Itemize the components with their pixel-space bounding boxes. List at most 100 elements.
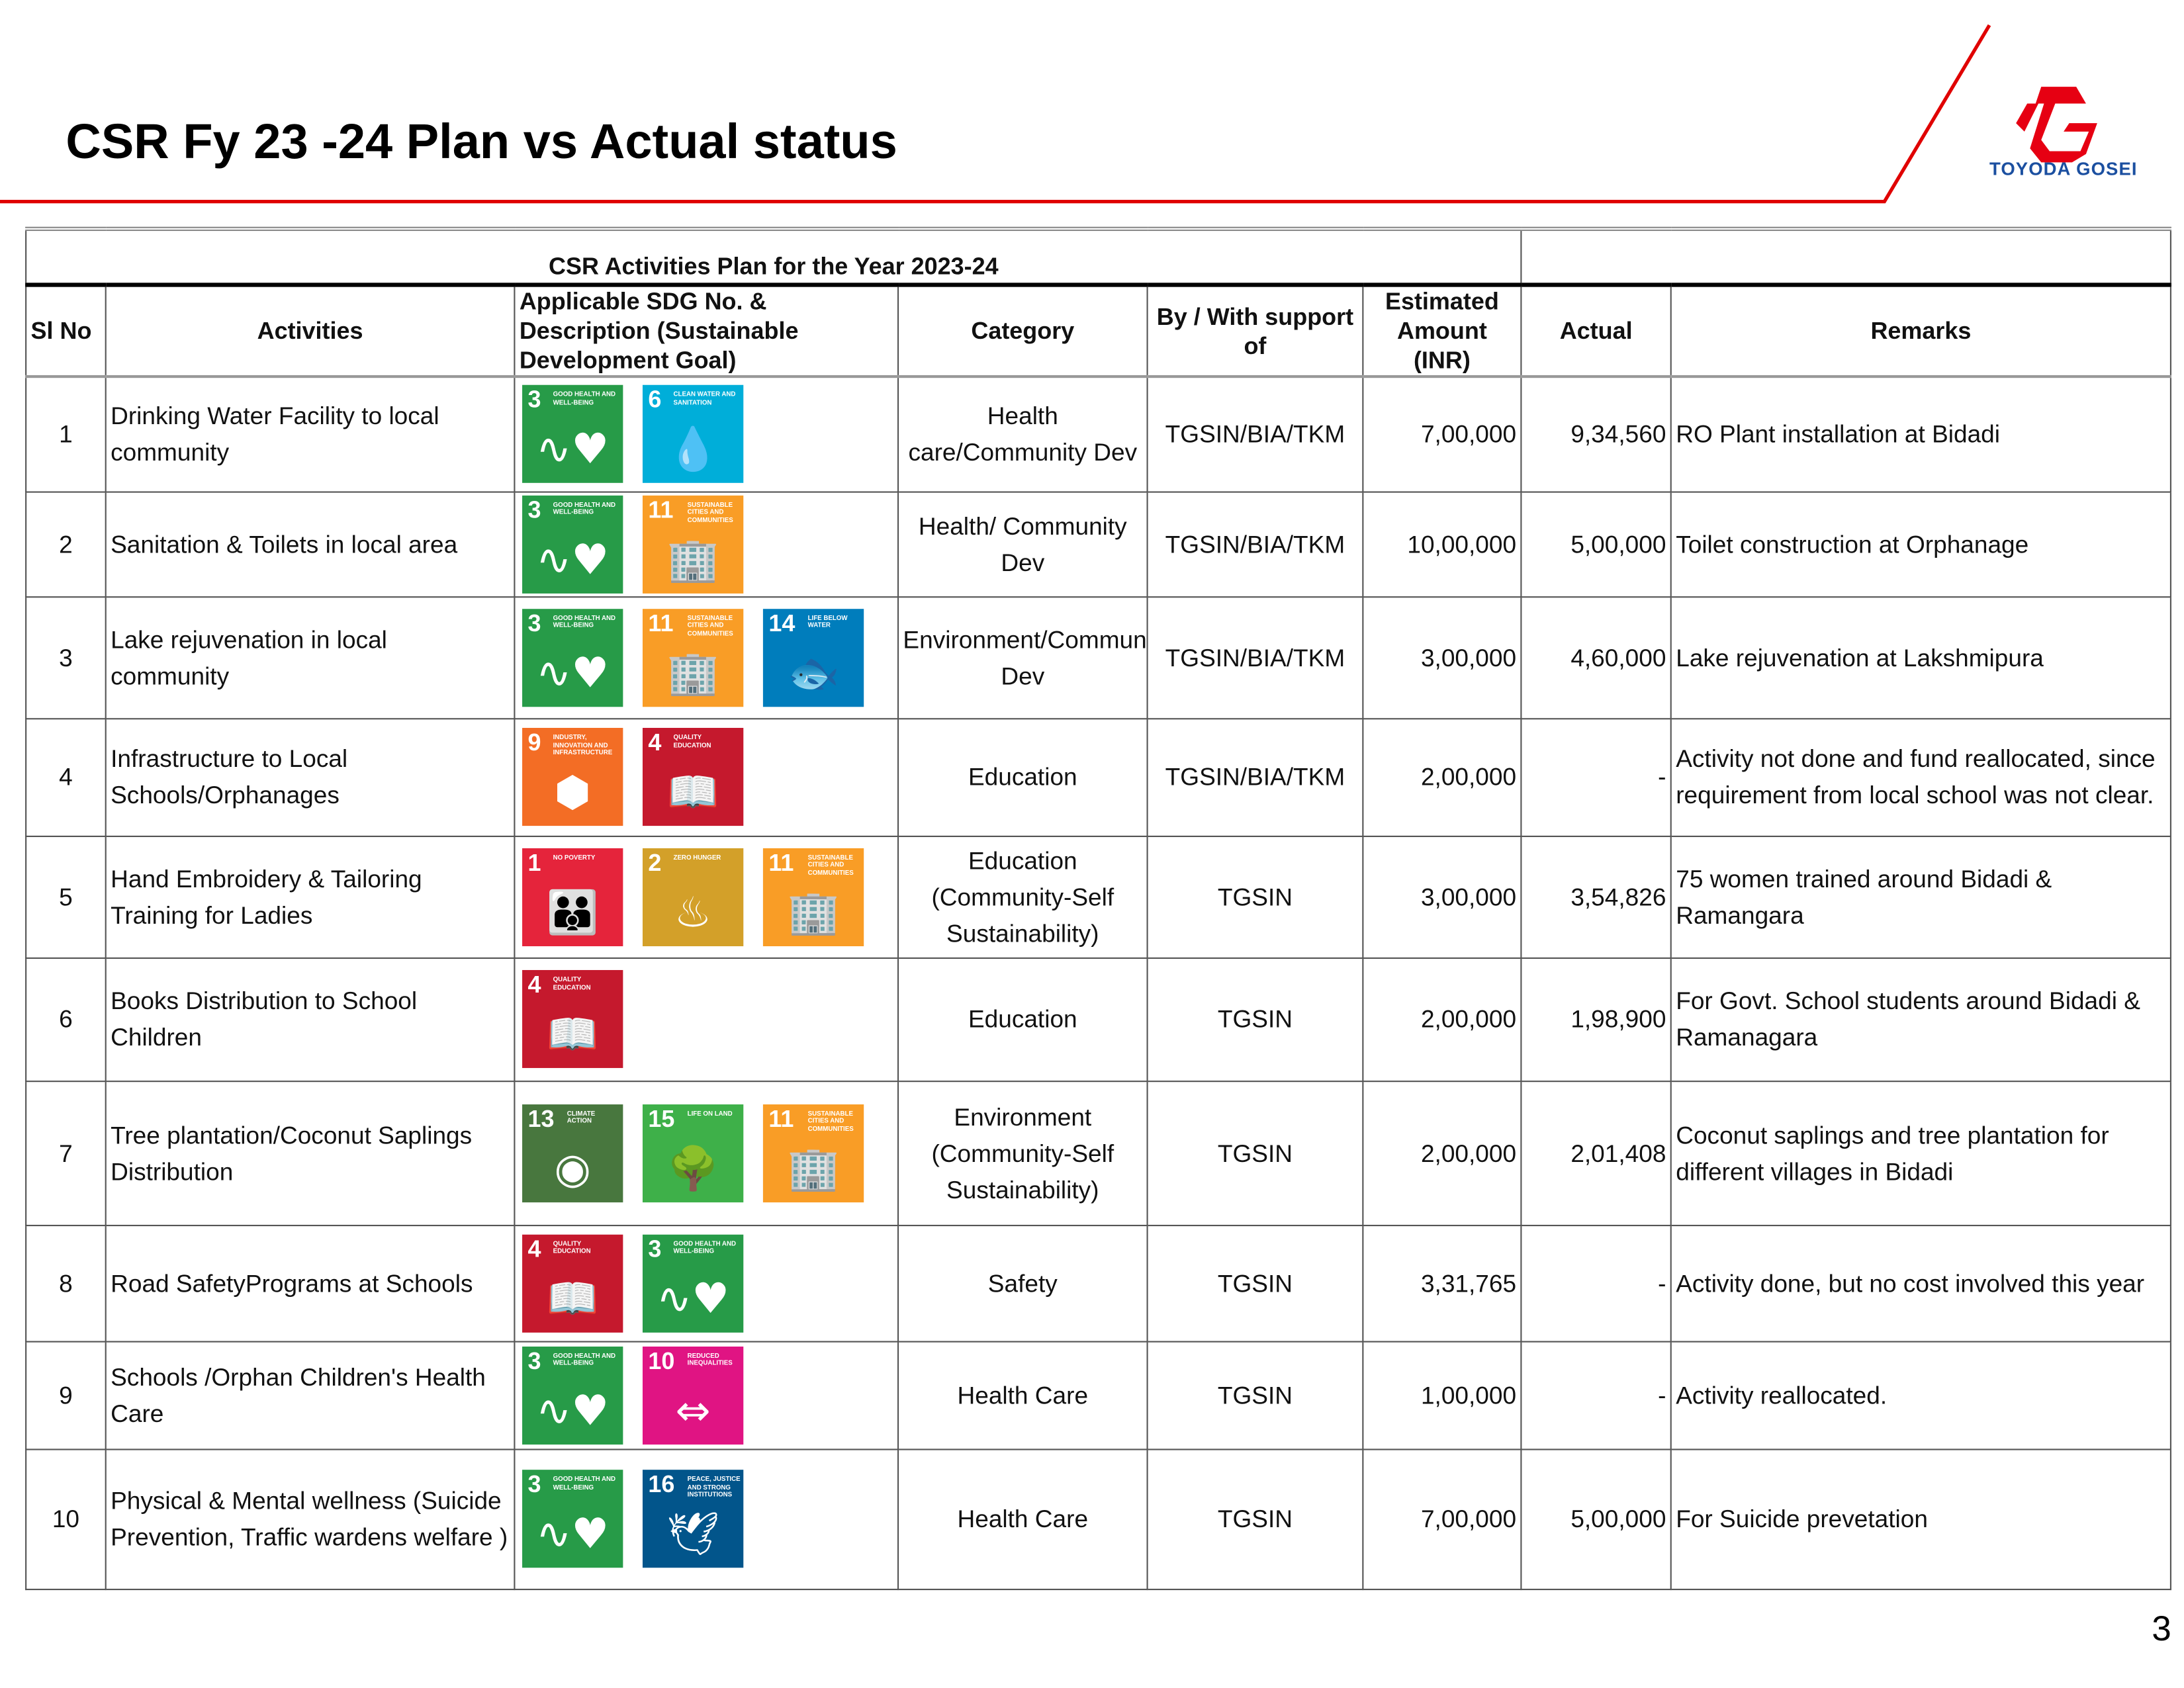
activity-cell: Sanitation & Toilets in local area [105,490,516,598]
col-header-activities: Activities [105,283,516,378]
sdg-icons: 3 Good Health and Well-Being ∿♥ 6 Clean Wate… [520,385,893,484]
remarks-cell: For Govt. School students around Bidadi … [1670,956,2172,1082]
sdg-15-tree-icon: 15 Life on Land 🌳 [642,1103,744,1202]
col-header-sl-no: Sl No [25,283,107,378]
sdg-icons: 13 Climate Action ◉ 15 Life on Land 🌳 11 Sustai… [520,1103,893,1202]
remarks-cell: Toilet construction at Orphanage [1670,490,2172,598]
red-divider-line [0,24,1991,204]
table-row: 9 Schools /Orphan Children's Health Care 3… [25,1340,2172,1450]
col-header-category: Category [897,283,1148,378]
category-cell: Education (Community-Self Sustainability… [897,834,1148,958]
sdg-9-cubes-icon: 9 Industry, Innovation and Infrastructure… [522,728,623,826]
actual-cell: - [1520,1340,1672,1450]
by-with-cell: TGSIN/BIA/TKM [1146,596,1364,719]
sl-no-cell: 1 [25,375,107,492]
remarks-cell: Lake rejuvenation at Lakshmipura [1670,596,2172,719]
sdg-11-buildings-icon: 11 Sustainable Cities and Communities 🏢 [642,494,744,593]
sdg-3-heartbeat-icon: 3 Good Health and Well-Being ∿♥ [642,1233,744,1332]
sdg-2-bowl-icon: 2 Zero Hunger ♨ [642,847,744,946]
csr-plan-table: CSR Activities Plan for the Year 2023-24… [25,226,2172,1590]
toyoda-gosei-logo-icon [2016,87,2097,163]
category-cell: Health care/Community Dev [897,375,1148,492]
header-decoration [0,24,1991,204]
logo-text: TOYODA GOSEI [1989,158,2138,179]
sdg-6-water-glass-icon: 6 Clean Water and Sanitation 💧 [642,385,744,484]
by-with-cell: TGSIN/BIA/TKM [1146,490,1364,598]
estimated-amount-cell: 2,00,000 [1362,717,1522,836]
sdg-cell: 3 Good Health and Well-Being ∿♥ 10 Reduced I… [514,1340,899,1450]
actual-cell: 1,98,900 [1520,956,1672,1082]
sdg-11-buildings-icon: 11 Sustainable Cities and Communities 🏢 [642,608,744,707]
remarks-cell: Activity not done and fund reallocated, … [1670,717,2172,836]
table-row: 6 Books Distribution to School Children 4 Q… [25,956,2172,1082]
category-cell: Education [897,956,1148,1082]
table-row: 10 Physical & Mental wellness (Suicide Pr… [25,1448,2172,1590]
remarks-cell: Coconut saplings and tree plantation for… [1670,1080,2172,1226]
sl-no-cell: 9 [25,1340,107,1450]
activity-cell: Drinking Water Facility to local communi… [105,375,516,492]
activity-cell: Tree plantation/Coconut Saplings Distrib… [105,1080,516,1226]
sdg-cell: 1 No Poverty 👪 2 Zero Hunger ♨ 11 Sustainable C… [514,834,899,958]
empty-caption-cell [1520,226,2172,286]
sl-no-cell: 5 [25,834,107,958]
sdg-cell: 3 Good Health and Well-Being ∿♥ 16 Peace, Ju… [514,1448,899,1590]
sdg-cell: 4 Quality Education 📖 3 Good Health and Well… [514,1223,899,1342]
actual-cell: 4,60,000 [1520,596,1672,719]
sdg-13-eye-globe-icon: 13 Climate Action ◉ [522,1103,623,1202]
sdg-cell: 9 Industry, Innovation and Infrastructure… [514,717,899,836]
category-cell: Health/ Community Dev [897,490,1148,598]
by-with-cell: TGSIN [1146,1223,1364,1342]
remarks-cell: Activity reallocated. [1670,1340,2172,1450]
actual-cell: 9,34,560 [1520,375,1672,492]
category-cell: Health Care [897,1448,1148,1590]
table-row: 8 Road SafetyPrograms at Schools 4 Quality … [25,1223,2172,1342]
estimated-amount-cell: 7,00,000 [1362,375,1522,492]
by-with-cell: TGSIN [1146,956,1364,1082]
sdg-cell: 3 Good Health and Well-Being ∿♥ 6 Clean Wate… [514,375,899,492]
table-row: 5 Hand Embroidery & Tailoring Training fo… [25,834,2172,958]
actual-cell: 2,01,408 [1520,1080,1672,1226]
activity-cell: Physical & Mental wellness (Suicide Prev… [105,1448,516,1590]
estimated-amount-cell: 3,31,765 [1362,1223,1522,1342]
sdg-3-heartbeat-icon: 3 Good Health and Well-Being ∿♥ [522,1345,623,1444]
table-row: 2 Sanitation & Toilets in local area 3 Good… [25,490,2172,598]
col-header-sdg: Applicable SDG No. & Description (Sustai… [514,283,899,378]
col-header-actual: Actual [1520,283,1672,378]
actual-cell: 5,00,000 [1520,490,1672,598]
col-header-by-with: By / With support of [1146,283,1364,378]
sdg-16-dove-gavel-icon: 16 Peace, Justice and Strong Institutions… [642,1470,744,1568]
sl-no-cell: 4 [25,717,107,836]
sdg-3-heartbeat-icon: 3 Good Health and Well-Being ∿♥ [522,494,623,593]
activity-cell: Schools /Orphan Children's Health Care [105,1340,516,1450]
by-with-cell: TGSIN [1146,1080,1364,1226]
category-cell: Environment/Community Dev [897,596,1148,719]
sdg-4-book-icon: 4 Quality Education 📖 [522,969,623,1069]
activity-cell: Road SafetyPrograms at Schools [105,1223,516,1342]
remarks-cell: Activity done, but no cost involved this… [1670,1223,2172,1342]
sdg-cell: 3 Good Health and Well-Being ∿♥ 11 Sustainab… [514,596,899,719]
sdg-cell: 4 Quality Education 📖 [514,956,899,1082]
sdg-icons: 4 Quality Education 📖 3 Good Health and Well… [520,1233,893,1332]
sdg-icons: 4 Quality Education 📖 [520,969,893,1069]
activity-cell: Lake rejuvenation in local community [105,596,516,719]
sdg-1-people-icon: 1 No Poverty 👪 [522,847,623,946]
sdg-14-fish-icon: 14 Life Below Water 🐟 [762,608,864,707]
sdg-icons: 9 Industry, Innovation and Infrastructure… [520,728,893,826]
activity-cell: Hand Embroidery & Tailoring Training for… [105,834,516,958]
by-with-cell: TGSIN [1146,834,1364,958]
by-with-cell: TGSIN [1146,1448,1364,1590]
sdg-icons: 3 Good Health and Well-Being ∿♥ 10 Reduced I… [520,1345,893,1444]
sdg-3-heartbeat-icon: 3 Good Health and Well-Being ∿♥ [522,608,623,707]
sdg-cell: 13 Climate Action ◉ 15 Life on Land 🌳 11 Sustai… [514,1080,899,1226]
sdg-icons: 3 Good Health and Well-Being ∿♥ 11 Sustainab… [520,608,893,707]
sdg-icons: 3 Good Health and Well-Being ∿♥ 16 Peace, Ju… [520,1470,893,1568]
sl-no-cell: 6 [25,956,107,1082]
category-cell: Health Care [897,1340,1148,1450]
table-row: 4 Infrastructure to Local Schools/Orphana… [25,717,2172,836]
sdg-3-heartbeat-icon: 3 Good Health and Well-Being ∿♥ [522,385,623,484]
table-row: 1 Drinking Water Facility to local commun… [25,375,2172,492]
estimated-amount-cell: 3,00,000 [1362,834,1522,958]
sdg-icons: 3 Good Health and Well-Being ∿♥ 11 Sustainab… [520,494,893,593]
actual-cell: 3,54,826 [1520,834,1672,958]
